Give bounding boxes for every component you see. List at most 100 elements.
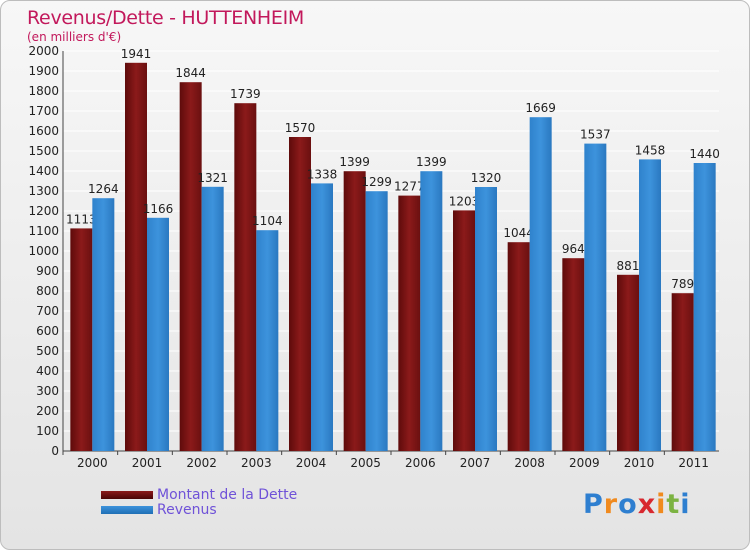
data-label-revenus: 1537 [580, 128, 611, 142]
data-label-dette: 1941 [121, 47, 152, 61]
x-tick-label: 2007 [460, 456, 491, 470]
logo-letter: o [618, 489, 638, 520]
bar-revenus [256, 230, 279, 451]
x-tick-label: 2010 [624, 456, 655, 470]
logo-letter: i [656, 489, 667, 520]
bar-revenus [201, 186, 224, 452]
data-label-dette: 964 [562, 242, 585, 256]
x-tick-label: 2000 [77, 456, 108, 470]
bar-dette [617, 274, 639, 451]
data-label-revenus: 1458 [635, 143, 666, 157]
x-tick-label: 2002 [186, 456, 217, 470]
bar-revenus [311, 183, 333, 451]
y-tick-label: 200 [36, 404, 59, 418]
y-tick-label: 1700 [28, 104, 59, 118]
y-tick-label: 500 [36, 344, 59, 358]
y-tick-label: 1200 [28, 204, 59, 218]
y-tick-label: 1400 [28, 164, 59, 178]
proxiti-logo: Proxiti [583, 489, 691, 520]
bar-dette [398, 195, 421, 451]
data-label-revenus: 1399 [416, 155, 447, 169]
x-tick-label: 2009 [569, 456, 600, 470]
x-tick-label: 2008 [514, 456, 545, 470]
x-tick-label: 2011 [678, 456, 709, 470]
x-tick-label: 2004 [296, 456, 327, 470]
data-label-revenus: 1338 [307, 167, 338, 181]
x-tick-label: 2003 [241, 456, 272, 470]
y-tick-label: 800 [36, 284, 59, 298]
bar-revenus [639, 159, 661, 451]
bar-dette [562, 258, 585, 451]
bar-revenus [584, 143, 607, 451]
bar-dette [289, 137, 311, 451]
legend-swatch-revenus [101, 505, 153, 514]
legend-swatch-dette [101, 490, 153, 499]
logo-letter: r [603, 489, 619, 520]
legend-label-revenus: Revenus [157, 501, 217, 518]
chart-subtitle: (en milliers d'€) [27, 30, 122, 44]
logo-letter: x [637, 489, 657, 520]
data-label-revenus: 1669 [525, 101, 556, 115]
y-tick-label: 1800 [28, 84, 59, 98]
y-tick-label: 1500 [28, 144, 59, 158]
y-tick-label: 1100 [28, 224, 59, 238]
bar-dette [125, 62, 147, 452]
data-label-dette: 1044 [503, 226, 534, 240]
bar-revenus [420, 171, 443, 451]
data-label-dette: 1844 [175, 66, 206, 80]
bar-revenus [365, 191, 388, 451]
x-tick-label: 2006 [405, 456, 436, 470]
y-tick-label: 1000 [28, 244, 59, 258]
data-label-revenus: 1166 [143, 202, 174, 216]
chart-title: Revenus/Dette - HUTTENHEIM [27, 7, 304, 29]
bar-revenus [92, 198, 115, 451]
y-tick-label: 100 [36, 424, 59, 438]
legend-label-dette: Montant de la Dette [157, 486, 298, 503]
data-label-dette: 1203 [449, 194, 480, 208]
data-label-revenus: 1299 [361, 175, 392, 189]
data-label-revenus: 1440 [689, 147, 720, 161]
y-tick-label: 1900 [28, 64, 59, 78]
data-label-dette: 1113 [66, 212, 97, 226]
y-tick-label: 0 [51, 444, 59, 458]
bar-dette [453, 210, 475, 451]
data-label-revenus: 1104 [252, 214, 283, 228]
chart-legend: Montant de la Dette Revenus [101, 486, 298, 518]
bar-dette [671, 293, 694, 451]
bar-revenus [693, 163, 716, 451]
x-tick-label: 2005 [350, 456, 381, 470]
y-tick-label: 1300 [28, 184, 59, 198]
bar-dette [343, 171, 366, 451]
bar-dette [179, 82, 202, 451]
y-tick-label: 400 [36, 364, 59, 378]
bar-dette [70, 228, 93, 451]
legend-item-revenus: Revenus [101, 501, 297, 518]
logo-letter: P [583, 489, 604, 520]
data-label-dette: 1399 [339, 155, 370, 169]
y-tick-label: 600 [36, 324, 59, 338]
bar-revenus [475, 187, 497, 451]
y-tick-label: 2000 [28, 44, 59, 58]
legend-item-dette: Montant de la Dette [101, 486, 298, 503]
data-label-dette: 1570 [285, 121, 316, 135]
data-label-revenus: 1320 [471, 171, 502, 185]
logo-letter: i [680, 489, 691, 520]
bar-dette [507, 242, 530, 451]
bar-revenus [529, 117, 552, 451]
y-tick-label: 900 [36, 264, 59, 278]
data-label-dette: 1739 [230, 87, 261, 101]
x-tick-label: 2001 [132, 456, 163, 470]
data-label-dette: 789 [671, 277, 694, 291]
bar-dette [234, 103, 257, 451]
data-label-revenus: 1264 [88, 182, 119, 196]
logo-letter: t [666, 489, 681, 520]
data-label-revenus: 1321 [197, 171, 228, 185]
y-tick-label: 700 [36, 304, 59, 318]
data-label-dette: 881 [617, 259, 640, 273]
y-tick-label: 1600 [28, 124, 59, 138]
y-tick-label: 300 [36, 384, 59, 398]
data-label-dette: 1277 [394, 180, 425, 194]
bar-revenus [147, 217, 169, 451]
